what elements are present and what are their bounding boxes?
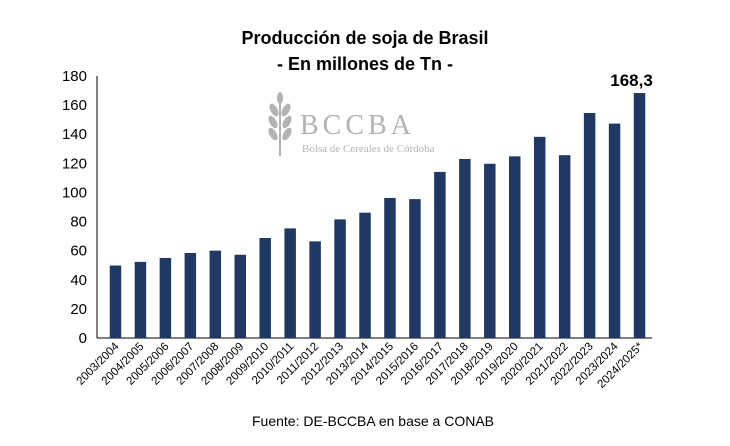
bar (583, 112, 596, 339)
bar (184, 252, 197, 338)
bar (334, 219, 346, 338)
bar (633, 93, 646, 338)
bar (384, 197, 396, 338)
bar (409, 199, 421, 338)
bar (234, 254, 246, 338)
y-tick-label: 100 (62, 184, 87, 201)
chart-title: Producción de soja de Brasil (241, 28, 488, 48)
bar (608, 123, 621, 338)
y-tick-label: 40 (70, 272, 87, 289)
source-note: Fuente: DE-BCCBA en base a CONAB (252, 413, 494, 429)
bar (558, 155, 571, 338)
y-tick-label: 140 (62, 126, 87, 143)
y-tick-label: 20 (70, 301, 87, 318)
y-tick-label: 60 (70, 243, 87, 260)
bar (209, 250, 222, 338)
bar (484, 163, 496, 338)
watermark-subtitle: Bolsa de Cereales de Córdoba (302, 143, 435, 155)
y-tick-label: 180 (62, 68, 87, 85)
bar (159, 257, 172, 338)
bar (284, 228, 296, 338)
y-tick-label: 160 (62, 97, 87, 114)
y-tick-label: 0 (79, 330, 87, 347)
watermark-name: BCCBA (300, 110, 415, 141)
wheat-icon (268, 92, 292, 156)
y-tick-label: 80 (70, 214, 87, 231)
y-ticks: 0 20 40 60 80 100 120 140 160 180 (62, 68, 87, 347)
chart-subtitle: - En millones de Tn - (277, 54, 453, 74)
bar (309, 241, 321, 338)
bar (509, 156, 521, 338)
bar (109, 265, 122, 338)
bar (259, 238, 271, 338)
bars (109, 93, 646, 339)
bar (134, 261, 147, 338)
bar (434, 171, 446, 338)
bar (359, 212, 371, 338)
data-labels: 168,3 (610, 71, 653, 90)
watermark-logo: BCCBA Bolsa de Cereales de Córdoba (268, 92, 435, 156)
bar (459, 158, 471, 338)
bar (533, 136, 546, 338)
data-label: 168,3 (610, 71, 653, 90)
y-tick-label: 120 (62, 155, 87, 172)
x-ticks: 2003/20042004/20052005/20062006/20072007… (75, 340, 646, 391)
